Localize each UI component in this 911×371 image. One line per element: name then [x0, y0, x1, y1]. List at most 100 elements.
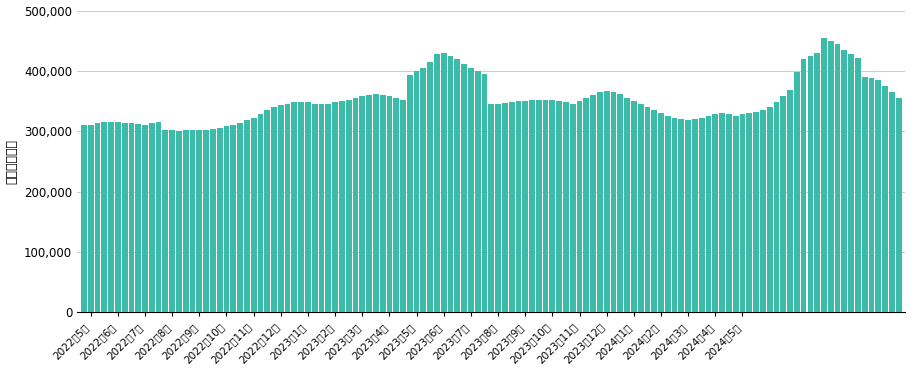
Bar	[862, 77, 867, 312]
Bar	[781, 96, 786, 312]
Bar	[563, 102, 568, 312]
Bar	[427, 62, 433, 312]
Bar	[271, 107, 277, 312]
Bar	[366, 95, 372, 312]
Bar	[882, 86, 888, 312]
Bar	[128, 124, 134, 312]
Bar	[333, 102, 338, 312]
Bar	[624, 98, 630, 312]
Bar	[176, 131, 182, 312]
Bar	[604, 92, 609, 312]
Bar	[108, 122, 114, 312]
Bar	[421, 68, 426, 312]
Bar	[699, 118, 704, 312]
Bar	[665, 116, 670, 312]
Bar	[148, 124, 155, 312]
Bar	[380, 95, 385, 312]
Bar	[773, 102, 779, 312]
Bar	[529, 100, 535, 312]
Bar	[658, 113, 664, 312]
Bar	[400, 100, 406, 312]
Bar	[651, 110, 657, 312]
Bar	[325, 104, 332, 312]
Bar	[346, 100, 352, 312]
Bar	[570, 104, 576, 312]
Bar	[156, 122, 161, 312]
Bar	[732, 116, 739, 312]
Bar	[95, 124, 100, 312]
Bar	[875, 80, 881, 312]
Bar	[793, 72, 800, 312]
Bar	[557, 101, 562, 312]
Bar	[312, 104, 318, 312]
Bar	[814, 53, 820, 312]
Bar	[373, 94, 379, 312]
Bar	[740, 114, 745, 312]
Bar	[889, 92, 895, 312]
Bar	[122, 123, 128, 312]
Bar	[203, 129, 209, 312]
Bar	[278, 105, 283, 312]
Bar	[210, 129, 216, 312]
Bar	[434, 54, 440, 312]
Bar	[81, 125, 87, 312]
Bar	[251, 118, 257, 312]
Bar	[115, 122, 121, 312]
Bar	[496, 104, 501, 312]
Bar	[461, 64, 467, 312]
Bar	[488, 104, 494, 312]
Bar	[801, 59, 806, 312]
Bar	[807, 56, 814, 312]
Bar	[583, 98, 589, 312]
Bar	[394, 98, 399, 312]
Bar	[508, 102, 515, 312]
Bar	[298, 102, 304, 312]
Bar	[223, 127, 230, 312]
Bar	[189, 130, 195, 312]
Bar	[359, 96, 365, 312]
Bar	[706, 116, 711, 312]
Bar	[577, 101, 582, 312]
Bar	[258, 114, 263, 312]
Bar	[618, 94, 623, 312]
Bar	[842, 50, 847, 312]
Bar	[183, 130, 189, 312]
Bar	[590, 95, 596, 312]
Bar	[760, 110, 766, 312]
Bar	[169, 129, 175, 312]
Bar	[855, 58, 861, 312]
Bar	[645, 107, 650, 312]
Bar	[353, 98, 358, 312]
Y-axis label: 求人数（件）: 求人数（件）	[5, 139, 18, 184]
Bar	[244, 121, 250, 312]
Bar	[767, 107, 773, 312]
Bar	[101, 122, 107, 312]
Bar	[87, 125, 94, 312]
Bar	[264, 110, 270, 312]
Bar	[610, 92, 617, 312]
Bar	[136, 124, 141, 312]
Bar	[217, 128, 222, 312]
Bar	[386, 96, 393, 312]
Bar	[237, 123, 243, 312]
Bar	[638, 104, 643, 312]
Bar	[692, 119, 698, 312]
Bar	[230, 125, 236, 312]
Bar	[726, 114, 732, 312]
Bar	[502, 103, 507, 312]
Bar	[482, 74, 487, 312]
Bar	[536, 100, 542, 312]
Bar	[597, 92, 603, 312]
Bar	[834, 44, 841, 312]
Bar	[549, 100, 556, 312]
Bar	[631, 101, 637, 312]
Bar	[414, 71, 419, 312]
Bar	[475, 71, 481, 312]
Bar	[142, 125, 148, 312]
Bar	[821, 38, 827, 312]
Bar	[522, 101, 528, 312]
Bar	[746, 113, 752, 312]
Bar	[455, 59, 460, 312]
Bar	[896, 98, 902, 312]
Bar	[447, 56, 454, 312]
